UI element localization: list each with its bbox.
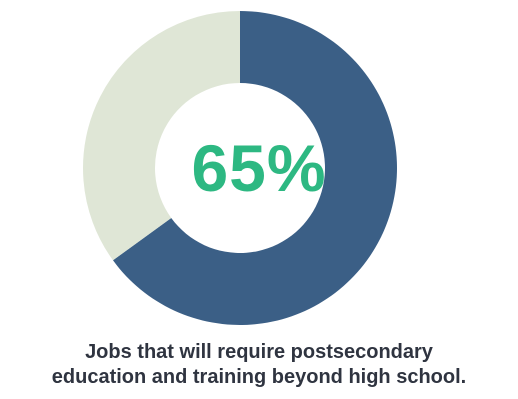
caption-line-2: education and training beyond high schoo… [51, 366, 467, 388]
donut-slice-postsecondary [112, 11, 398, 326]
caption-line-1: Jobs that will require postsecondary [85, 341, 433, 363]
center-percentage: 65% [191, 131, 327, 205]
donut-slice-other [82, 11, 240, 261]
chart-caption: Jobs that will require postsecondary edu… [0, 340, 518, 390]
